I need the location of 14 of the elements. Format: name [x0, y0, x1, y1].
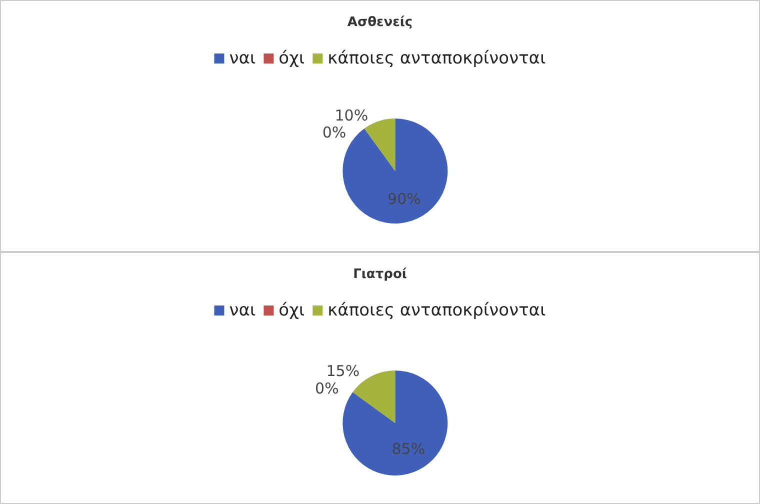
chart-title: Γιατροί	[353, 267, 407, 282]
data-label: 85%	[392, 440, 426, 458]
text: 0%	[322, 123, 346, 142]
legend-label: όχι	[278, 300, 305, 320]
text: 0%	[315, 380, 339, 398]
legend-label: κάποιες ανταποκρίνονται	[328, 48, 546, 68]
legend-label: ναι	[229, 48, 256, 68]
chart-title: Ασθενείς	[347, 15, 413, 30]
data-label: 90%	[388, 190, 421, 208]
data-label: 10%	[334, 106, 368, 124]
legend-label: όχι	[278, 48, 305, 68]
legend-label: ναι	[229, 300, 256, 320]
legend-label: κάποιες ανταποκρίνονται	[328, 300, 546, 320]
data-label: 15%	[326, 362, 360, 380]
